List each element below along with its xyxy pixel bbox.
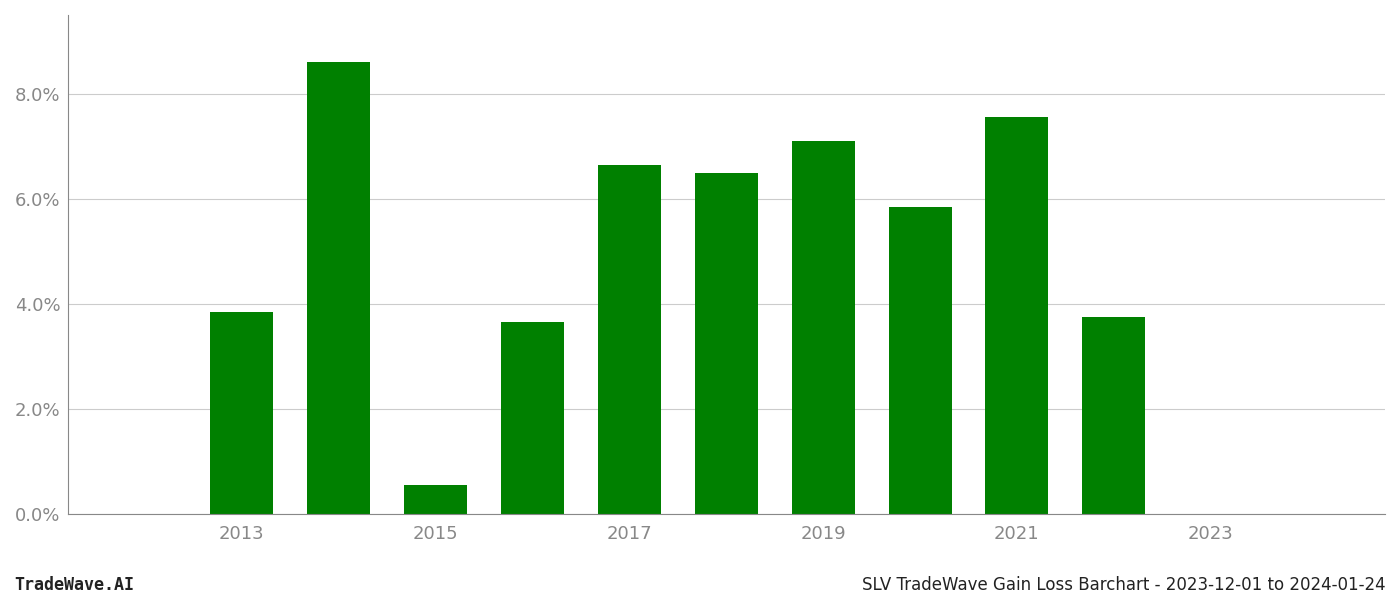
Bar <box>308 62 370 514</box>
Bar <box>405 485 468 514</box>
Bar <box>598 164 661 514</box>
Text: SLV TradeWave Gain Loss Barchart - 2023-12-01 to 2024-01-24: SLV TradeWave Gain Loss Barchart - 2023-… <box>862 576 1386 594</box>
Bar <box>986 118 1049 514</box>
Bar <box>1082 317 1145 514</box>
Bar <box>210 312 273 514</box>
Bar <box>791 141 854 514</box>
Bar <box>889 206 952 514</box>
Bar <box>694 173 757 514</box>
Text: TradeWave.AI: TradeWave.AI <box>14 576 134 594</box>
Bar <box>501 322 564 514</box>
